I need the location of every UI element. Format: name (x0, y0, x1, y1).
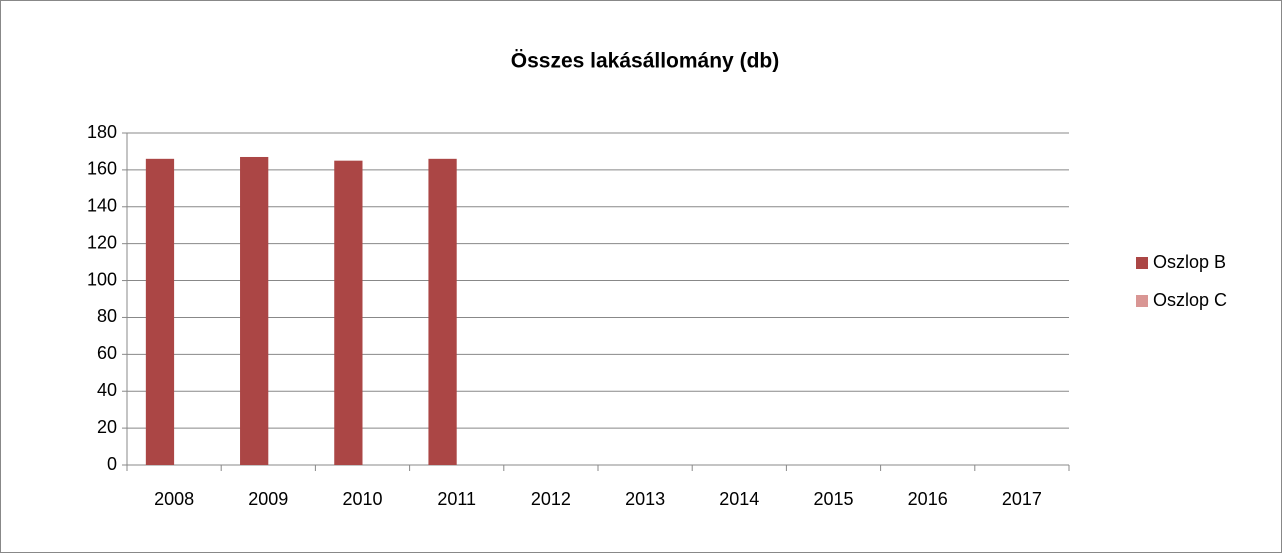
y-tick-label: 80 (97, 306, 117, 326)
x-tick-label: 2016 (908, 489, 948, 509)
x-tick-label: 2014 (719, 489, 759, 509)
y-tick-label: 40 (97, 380, 117, 400)
y-tick-label: 120 (87, 232, 117, 252)
x-tick-label: 2009 (248, 489, 288, 509)
legend-swatch (1136, 257, 1148, 269)
bar (428, 158, 457, 466)
y-tick-label: 140 (87, 196, 117, 216)
x-tick-label: 2013 (625, 489, 665, 509)
y-tick-label: 60 (97, 343, 117, 363)
legend-label: Oszlop C (1153, 290, 1227, 310)
y-tick-label: 100 (87, 269, 117, 289)
x-tick-label: 2008 (154, 489, 194, 509)
bar (334, 160, 363, 465)
x-tick-label: 2015 (813, 489, 853, 509)
y-tick-label: 180 (87, 122, 117, 142)
bar (145, 158, 175, 466)
chart-title: Összes lakásállomány (db) (511, 50, 779, 73)
legend-label: Oszlop B (1153, 252, 1226, 272)
x-tick-label: 2010 (342, 489, 382, 509)
y-tick-label: 20 (97, 417, 117, 437)
legend-swatch (1136, 295, 1148, 307)
y-tick-label: 160 (87, 159, 117, 179)
x-tick-label: 2012 (531, 489, 571, 509)
x-tick-label: 2011 (437, 489, 476, 509)
x-tick-label: 2017 (1002, 489, 1042, 509)
bar (240, 156, 269, 465)
y-tick-label: 0 (107, 454, 117, 474)
